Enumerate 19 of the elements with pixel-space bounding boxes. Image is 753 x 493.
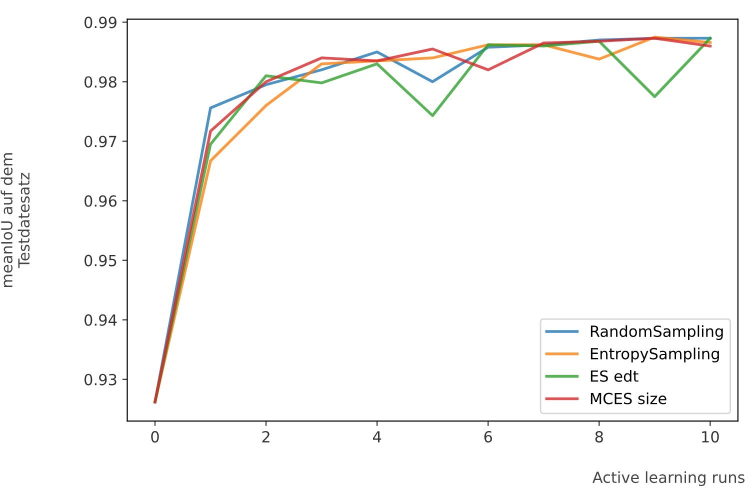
y-tick-label: 0.96 xyxy=(84,195,117,207)
legend-label: EntropySampling xyxy=(590,348,719,362)
x-tick-label: 2 xyxy=(262,431,270,442)
y-tick-label: 0.97 xyxy=(84,136,116,148)
x-tick-label: 0 xyxy=(151,431,159,443)
y-axis-title: meanIoU auf dem Testdatesatz xyxy=(0,153,30,287)
x-axis-title: Active learning runs xyxy=(592,471,745,486)
x-tick-label: 4 xyxy=(372,431,382,442)
y-tick-label: 0.93 xyxy=(84,374,116,386)
y-tick-label: 0.99 xyxy=(84,16,116,28)
y-tick-label: 0.94 xyxy=(84,314,117,326)
legend-label: ES edt xyxy=(590,370,638,382)
x-tick-label: 10 xyxy=(702,431,719,443)
x-tick-label: 6 xyxy=(484,431,492,443)
legend-label: RandomSampling xyxy=(590,325,723,340)
legend-label: MCES size xyxy=(590,392,666,404)
x-tick-label: 8 xyxy=(595,431,603,443)
y-tick-label: 0.95 xyxy=(84,254,116,266)
y-tick-label: 0.98 xyxy=(84,76,116,88)
